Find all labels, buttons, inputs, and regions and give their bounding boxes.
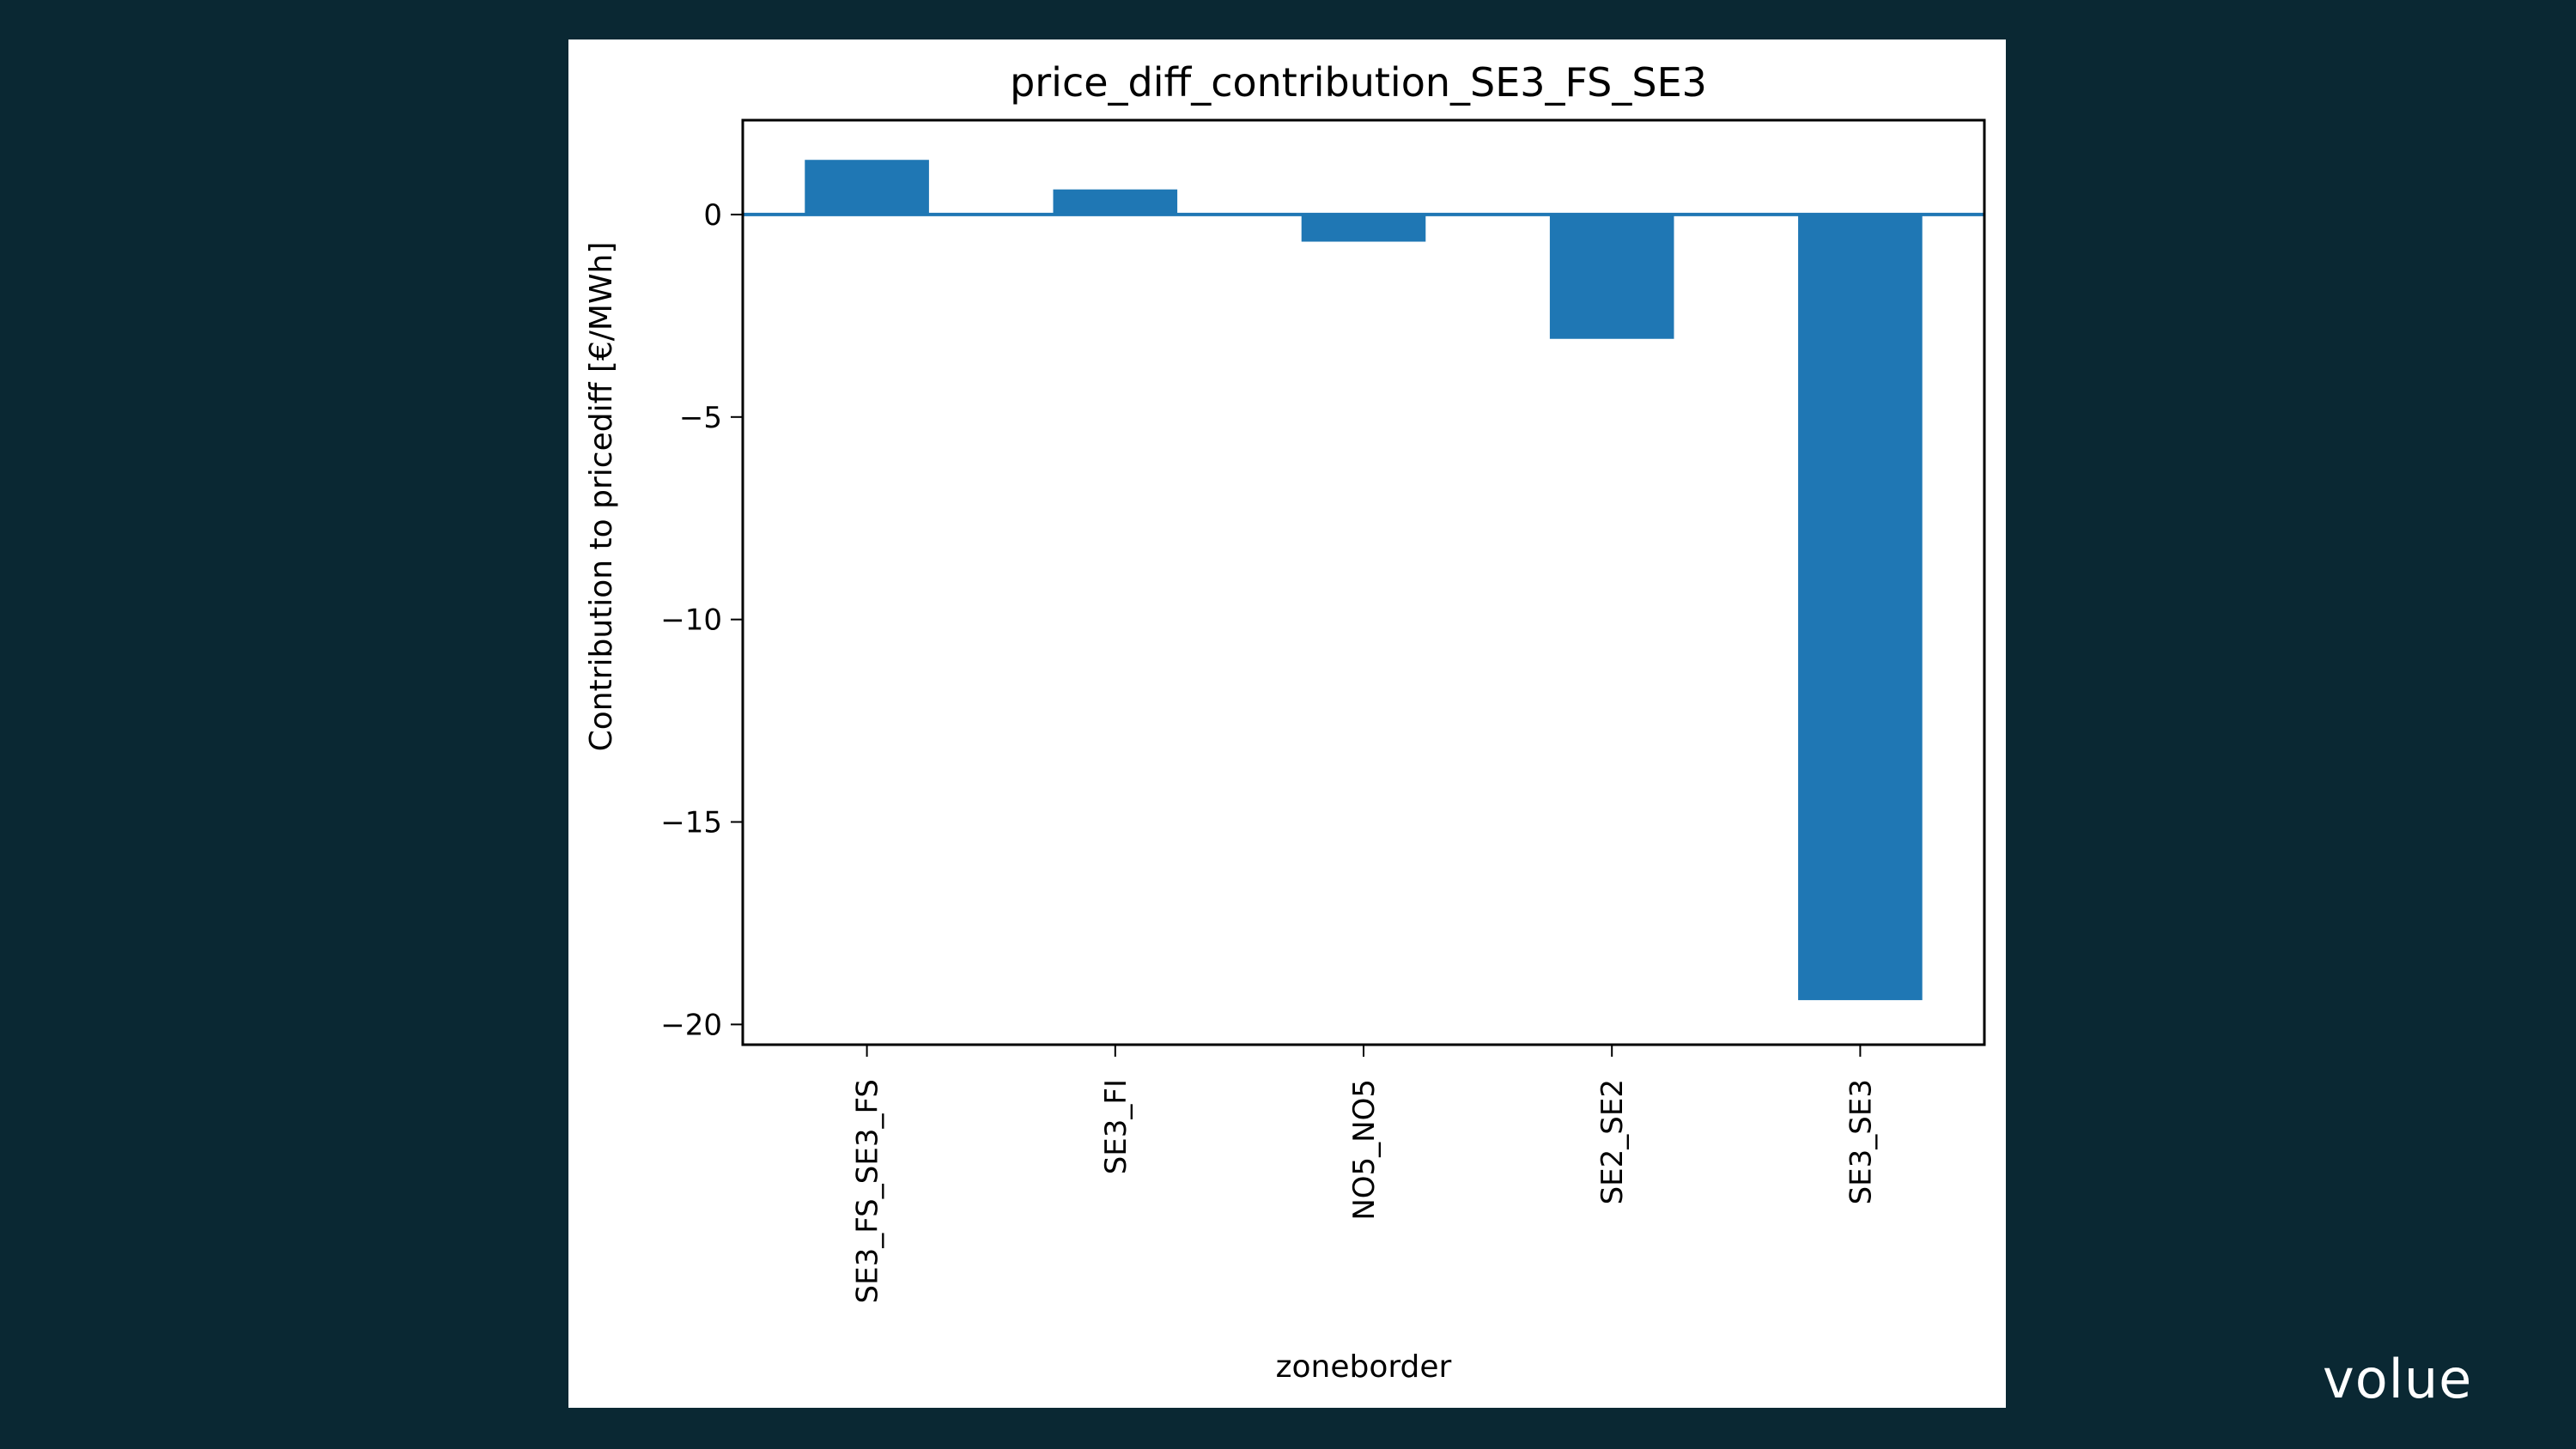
- x-tick-label: NO5_NO5: [1347, 1079, 1382, 1221]
- y-tick-label: 0: [703, 198, 722, 233]
- bar-chart: price_diff_contribution_SE3_FS_SE3 0 −5 −1…: [584, 59, 1986, 1385]
- y-tick-label: −15: [660, 806, 722, 840]
- bar-SE3_FS_SE3_FS: [805, 160, 929, 215]
- y-tick-label: −5: [679, 401, 722, 435]
- x-tick-label: SE3_FS_SE3_FS: [851, 1079, 885, 1303]
- chart-panel: price_diff_contribution_SE3_FS_SE3 0 −5 −1…: [568, 39, 2006, 1408]
- x-tick-label: SE3_FI: [1099, 1079, 1133, 1174]
- bar-SE3_FI: [1053, 189, 1178, 215]
- bar-NO5_NO5: [1301, 214, 1426, 242]
- volue-logo: volue: [2323, 1348, 2473, 1410]
- x-tick-label: SE2_SE2: [1595, 1079, 1630, 1204]
- x-tick-label: SE3_SE3: [1844, 1079, 1878, 1204]
- bar-SE2_SE2: [1549, 214, 1674, 339]
- y-tick-label: −10: [660, 603, 722, 638]
- axes-frame: [741, 118, 1986, 1046]
- chart-title: price_diff_contribution_SE3_FS_SE3: [1010, 59, 1707, 106]
- y-tick-label: −20: [660, 1008, 722, 1042]
- bar-SE3_SE3: [1798, 214, 1923, 1001]
- y-axis-label: Contribution to pricediff [€/MWh]: [584, 242, 619, 752]
- x-axis-label: zoneborder: [1276, 1349, 1452, 1385]
